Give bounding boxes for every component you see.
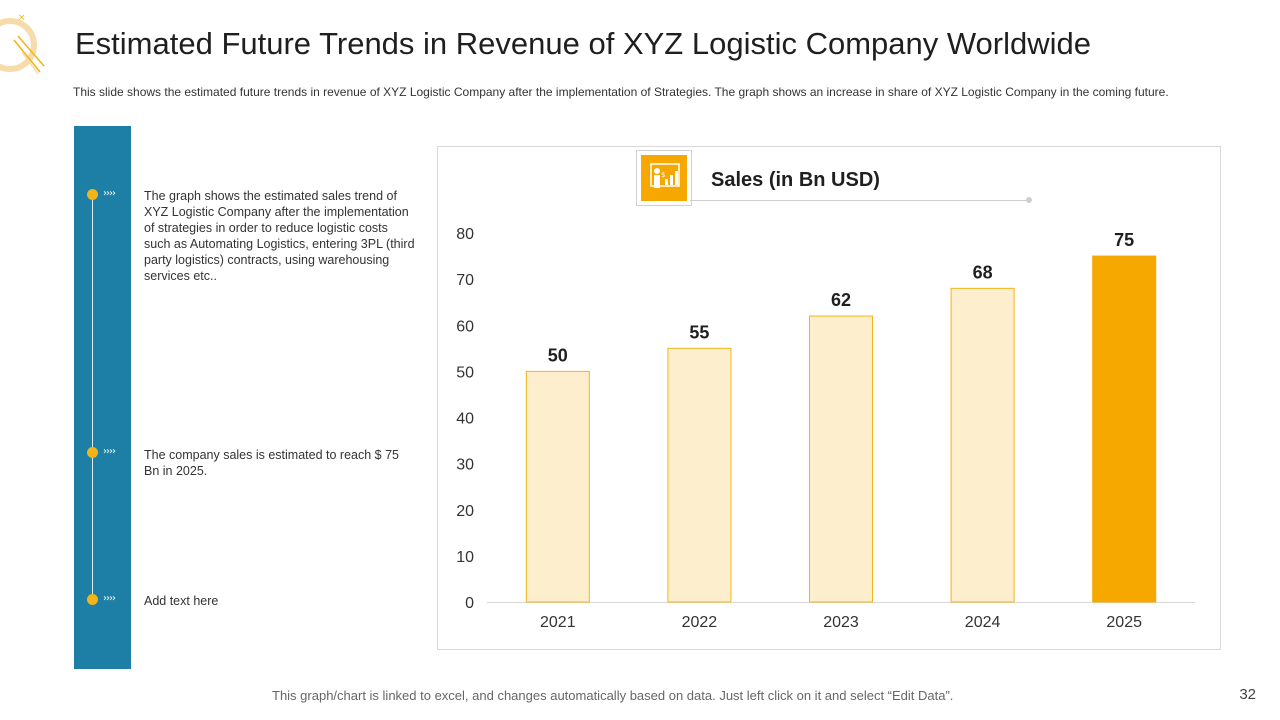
y-tick-label: 40 (456, 411, 474, 428)
timeline-dot (87, 189, 98, 200)
timeline-dot (87, 594, 98, 605)
y-tick-label: 50 (456, 364, 474, 381)
data-label: 68 (973, 262, 993, 282)
chart-title: Sales (in Bn USD) (711, 169, 880, 191)
y-tick-label: 30 (456, 457, 474, 474)
chevrons-right-icon: ›››› (103, 446, 116, 457)
timeline-line (92, 194, 93, 600)
x-tick-label: 2022 (682, 614, 718, 631)
svg-text:×: × (18, 13, 26, 23)
presentation-growth-icon: $ (641, 155, 687, 201)
x-tick-label: 2021 (540, 614, 576, 631)
bar (667, 347, 732, 603)
chart-icon-frame: $ (636, 150, 692, 206)
data-label: 75 (1114, 230, 1134, 250)
bar (1092, 255, 1157, 603)
svg-text:$: $ (661, 171, 665, 179)
chart-title-divider (690, 200, 1028, 201)
bar (809, 315, 873, 603)
data-label: 55 (689, 322, 709, 342)
y-tick-label: 10 (456, 549, 474, 566)
y-tick-label: 0 (465, 595, 474, 612)
timeline-dot (87, 447, 98, 458)
y-tick-label: 20 (456, 503, 474, 520)
bar (950, 287, 1015, 603)
y-tick-label: 70 (456, 272, 474, 289)
timeline-panel (74, 126, 131, 669)
data-label: 62 (831, 290, 851, 310)
chevrons-right-icon: ›››› (103, 593, 116, 604)
y-tick-label: 80 (456, 226, 474, 243)
page-subtitle: This slide shows the estimated future tr… (73, 85, 1169, 99)
x-tick-label: 2023 (823, 614, 859, 631)
x-tick-label: 2025 (1106, 614, 1142, 631)
chevrons-right-icon: ›››› (103, 188, 116, 199)
timeline-item-text: The graph shows the estimated sales tren… (144, 189, 415, 283)
y-tick-label: 60 (456, 318, 474, 335)
timeline-item-text: The company sales is estimated to reach … (144, 448, 399, 478)
page-title: Estimated Future Trends in Revenue of XY… (75, 26, 1092, 61)
x-tick-label: 2024 (965, 614, 1001, 631)
bar-chart[interactable]: 0 10 20 30 40 50 60 70 80 50 2021 55 2022 62 2023 68 202… (437, 146, 1219, 648)
data-label: 50 (548, 345, 568, 365)
page-number: 32 (1239, 686, 1256, 703)
logo-icon: × (0, 13, 45, 75)
chart-title-divider-dot (1026, 197, 1032, 203)
footer-note: This graph/chart is linked to excel, and… (272, 688, 954, 703)
timeline-item-text: Add text here (144, 594, 219, 608)
bar (525, 370, 590, 603)
